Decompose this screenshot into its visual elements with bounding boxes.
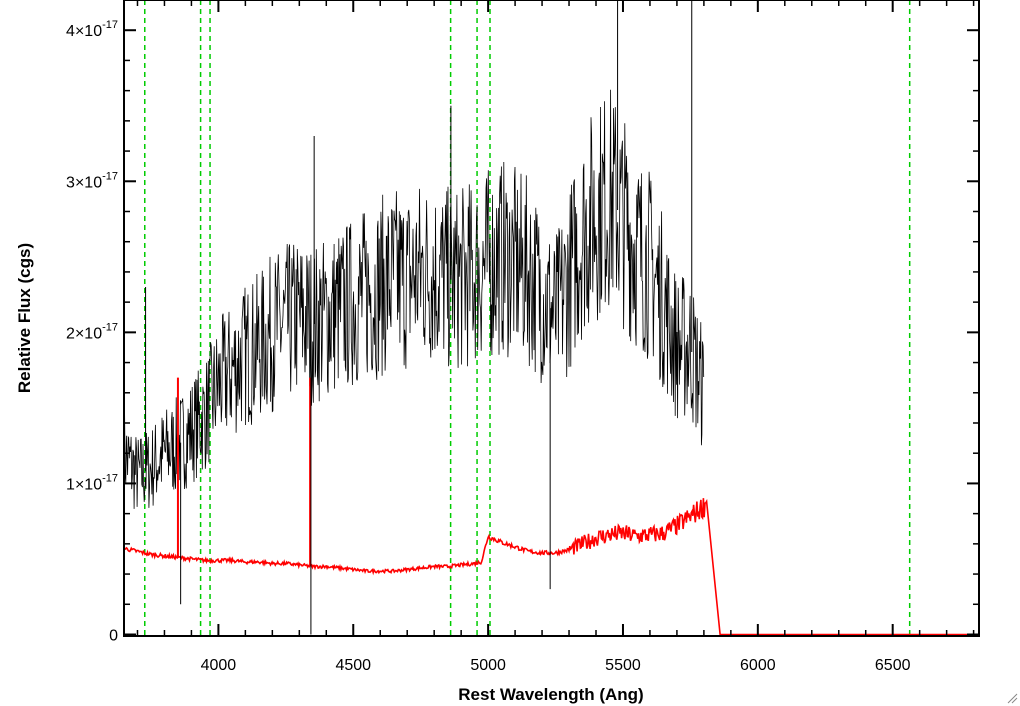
- resize-grip-icon[interactable]: [1006, 692, 1018, 704]
- spike-layer: [145, 0, 693, 635]
- x-axis-ticks: 4000 4500 5000 5500 6000 6500: [136, 0, 975, 674]
- y-tick-label: 0: [109, 627, 118, 644]
- x-tick-label: 5500: [605, 657, 641, 674]
- y-axis-title: Relative Flux (cgs): [15, 243, 34, 393]
- x-tick-label: 5000: [470, 657, 506, 674]
- x-axis-title: Rest Wavelength (Ang): [458, 685, 643, 704]
- x-tick-label: 4500: [335, 657, 371, 674]
- x-tick-label: 6000: [740, 657, 776, 674]
- y-axis-ticks: 0 1×10-17 2×10-17 3×10-17 4×10-17: [66, 19, 979, 644]
- y-tick-label: 1×10-17: [66, 472, 118, 493]
- y-tick-label: 2×10-17: [66, 321, 118, 342]
- reference-lines: [144, 0, 911, 636]
- y-tick-label: 4×10-17: [66, 19, 118, 40]
- y-tick-label: 3×10-17: [66, 170, 118, 191]
- series-layer: [123, 89, 979, 636]
- plot-frame: [123, 0, 980, 637]
- x-tick-label: 6500: [875, 657, 911, 674]
- error-line: [123, 498, 979, 636]
- spectrum-line: [123, 89, 705, 509]
- x-tick-label: 4000: [201, 657, 237, 674]
